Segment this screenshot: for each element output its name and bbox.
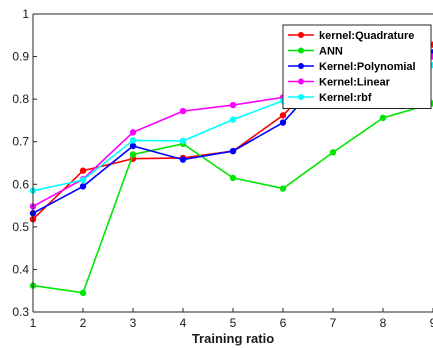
series-layer [29, 41, 433, 297]
x-axis-label: Training ratio [192, 331, 274, 346]
data-point [229, 101, 237, 109]
data-point [279, 185, 287, 192]
data-point [79, 176, 87, 184]
x-tick-label: 2 [80, 316, 87, 330]
data-point [229, 174, 237, 182]
data-point [329, 149, 337, 156]
data-point [129, 142, 137, 150]
y-tick-label: 0.4 [12, 262, 29, 276]
data-point [229, 116, 237, 123]
legend-item: ANN [288, 46, 343, 58]
legend-swatch-marker [298, 32, 304, 38]
legend-item: Kernel:Polynomial [288, 61, 416, 73]
legend-label: ANN [319, 46, 343, 58]
x-tick-label: 1 [30, 316, 37, 330]
data-point [279, 119, 287, 126]
legend-swatch-marker [298, 63, 304, 69]
y-tick-label: 0.9 [12, 50, 29, 64]
ticks: 1 2 3 4 5 6 7 8 9 0.3 0.4 0.5 0.6 0.7 0.8 0.9 1 [12, 7, 433, 330]
series-1 [29, 100, 433, 297]
y-tick-label: 0.8 [12, 92, 29, 106]
legend: kernel:Quadrature ANN Kernel:Polynomial Ker… [282, 24, 432, 109]
legend-label: kernel:Quadrature [319, 30, 414, 42]
x-tick-label: 9 [430, 316, 433, 330]
data-point [129, 151, 137, 158]
legend-label: Kernel:rbf [319, 92, 372, 104]
x-tick-label: 8 [380, 316, 387, 330]
data-point [379, 114, 387, 122]
legend-swatch-marker [298, 94, 304, 100]
x-tick-label: 7 [330, 316, 337, 330]
legend-swatch-marker [298, 78, 304, 85]
data-point [179, 137, 187, 145]
data-point [79, 183, 87, 190]
data-point [129, 129, 137, 136]
x-tick-label: 4 [180, 316, 187, 330]
legend-label: Kernel:Linear [319, 77, 391, 89]
x-tick-label: 5 [230, 316, 237, 330]
data-point [129, 137, 137, 144]
data-point [279, 112, 287, 119]
legend-label: Kernel:Polynomial [319, 61, 416, 73]
x-tick-label: 3 [130, 316, 137, 330]
legend-item: kernel:Quadrature [288, 30, 414, 42]
y-tick-label: 0.6 [12, 177, 29, 191]
x-tick-label: 6 [280, 316, 287, 330]
y-tick-label: 0.5 [12, 220, 29, 234]
data-point [229, 147, 237, 155]
legend-item: Kernel:Linear [288, 77, 391, 89]
legend-swatch-marker [298, 47, 304, 54]
data-point [79, 289, 87, 297]
legend-item: Kernel:rbf [288, 92, 372, 104]
y-tick-label: 0.3 [12, 305, 29, 319]
data-point [179, 156, 187, 163]
y-tick-label: 0.7 [12, 135, 29, 149]
y-tick-label: 1 [22, 7, 29, 21]
data-point [79, 167, 87, 174]
data-point [179, 107, 187, 115]
